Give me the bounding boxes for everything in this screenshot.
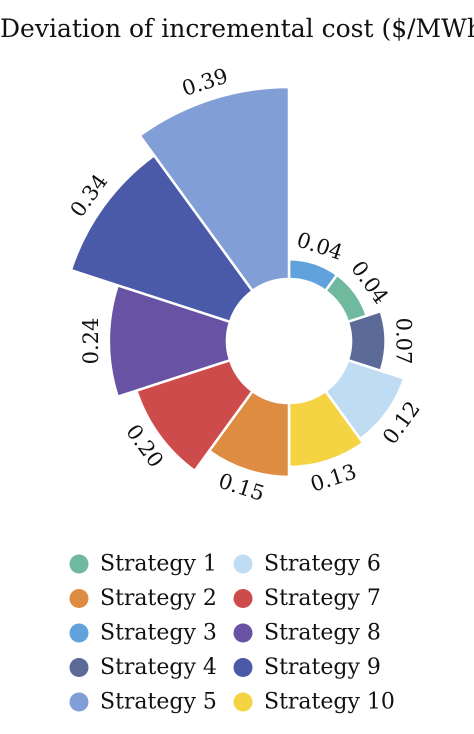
- legend-label: Strategy 5: [100, 690, 217, 715]
- legend-swatch: [70, 624, 89, 643]
- legend-swatch: [70, 589, 89, 608]
- legend-swatch: [234, 693, 253, 712]
- legend-label: Strategy 4: [100, 655, 217, 680]
- legend-swatch: [70, 555, 89, 574]
- legend-item-strategy-1: Strategy 1: [70, 552, 217, 577]
- legend-item-strategy-5: Strategy 5: [70, 690, 217, 715]
- legend-item-strategy-2: Strategy 2: [70, 586, 217, 611]
- legend-label: Strategy 6: [264, 552, 381, 577]
- legend: Strategy 1 Strategy 2 Strategy 3 Strategy 4…: [70, 552, 395, 715]
- legend-swatch: [234, 624, 253, 643]
- legend-label: Strategy 1: [100, 552, 217, 577]
- legend-item-strategy-4: Strategy 4: [70, 655, 217, 680]
- legend-item-strategy-9: Strategy 9: [234, 655, 381, 680]
- value-label-strategy-8: 0.24: [79, 318, 103, 365]
- legend-swatch: [234, 555, 253, 574]
- legend-label: Strategy 7: [264, 586, 381, 611]
- legend-label: Strategy 10: [264, 690, 395, 715]
- legend-swatch: [70, 693, 89, 712]
- chart-sectors: [71, 87, 404, 477]
- legend-label: Strategy 9: [264, 655, 381, 680]
- legend-label: Strategy 2: [100, 586, 217, 611]
- legend-swatch: [234, 589, 253, 608]
- legend-label: Strategy 3: [100, 621, 217, 646]
- legend-item-strategy-7: Strategy 7: [234, 586, 381, 611]
- legend-item-strategy-10: Strategy 10: [234, 690, 395, 715]
- legend-item-strategy-6: Strategy 6: [234, 552, 381, 577]
- legend-item-strategy-3: Strategy 3: [70, 621, 217, 646]
- value-label-strategy-4: 0.07: [392, 318, 416, 365]
- legend-label: Strategy 8: [264, 621, 381, 646]
- legend-item-strategy-8: Strategy 8: [234, 621, 381, 646]
- legend-swatch: [234, 658, 253, 677]
- legend-swatch: [70, 658, 89, 677]
